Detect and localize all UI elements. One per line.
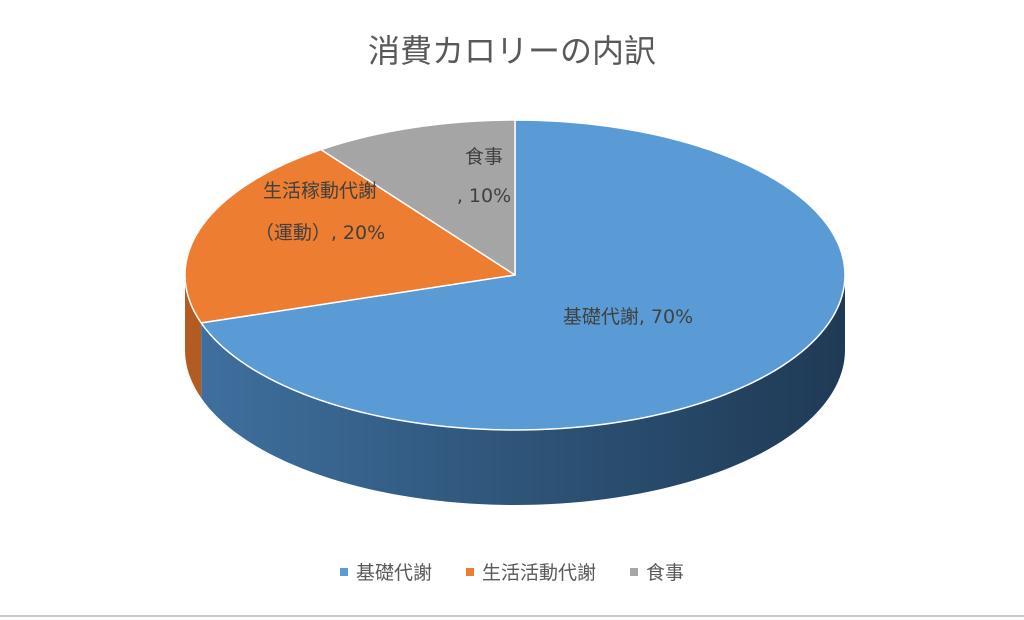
- legend-label: 基礎代謝: [355, 562, 432, 584]
- slice: [320, 119, 516, 276]
- slice-side: [201, 275, 845, 505]
- legend-label: 食事: [646, 562, 685, 584]
- bottom-rule: [0, 615, 1024, 617]
- legend-item: 生活活動代謝: [465, 558, 596, 585]
- data-label: 生活稼動代謝 （運動）, 20%: [254, 180, 386, 244]
- legend-swatch: [339, 567, 348, 576]
- slice: [184, 148, 516, 324]
- slice: [200, 119, 846, 431]
- slice-side: [185, 275, 202, 398]
- chart-title: 消費カロリーの内訳: [367, 32, 656, 70]
- legend: 基礎代謝 生活活動代謝 食事: [0, 558, 1024, 585]
- legend-swatch: [465, 567, 474, 576]
- data-label: 食事 , 10%: [456, 146, 512, 207]
- legend-item: 基礎代謝: [339, 558, 432, 585]
- legend-item: 食事: [630, 558, 684, 585]
- legend-swatch: [630, 567, 638, 576]
- legend-label: 生活活動代謝: [481, 562, 596, 584]
- data-label: 基礎代謝, 70%: [562, 306, 694, 328]
